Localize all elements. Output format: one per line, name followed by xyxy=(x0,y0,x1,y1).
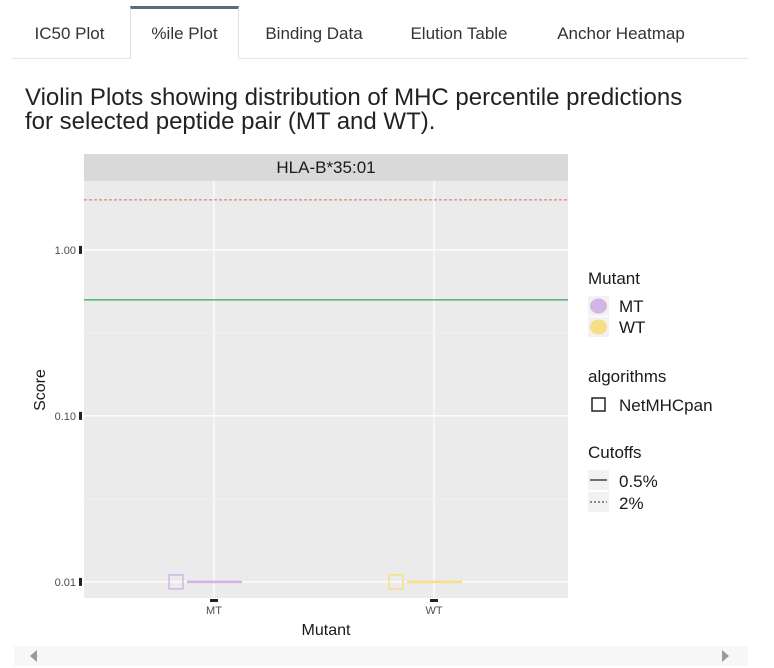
page-title-line-2: for selected peptide pair (MT and WT). xyxy=(25,108,436,135)
x-axis-title: Mutant xyxy=(302,622,351,639)
page-title: Violin Plots showing distribution of MHC… xyxy=(25,86,745,134)
y-tick-mark xyxy=(79,411,82,420)
legend-title-cutoffs: Cutoffs xyxy=(588,443,642,462)
legend-square-icon xyxy=(591,397,606,412)
legend-label-cutoff-2: 2% xyxy=(619,494,644,513)
legend-label-cutoff-0-5: 0.5% xyxy=(619,472,658,491)
horizontal-scrollbar[interactable] xyxy=(14,646,748,666)
tab-anchor-heatmap[interactable]: Anchor Heatmap xyxy=(557,24,685,43)
legend-title-algorithms: algorithms xyxy=(588,367,666,386)
tab-ic50-plot[interactable]: IC50 Plot xyxy=(34,24,105,43)
y-axis-title: Score xyxy=(32,369,49,411)
x-tick-mark xyxy=(430,599,438,602)
legend-swatch-mt xyxy=(590,298,607,314)
x-tick-label: MT xyxy=(206,605,222,617)
legend-swatch-wt xyxy=(590,319,607,335)
y-tick-label: 0.01 xyxy=(55,577,76,589)
plot-panel xyxy=(84,181,568,598)
y-tick-label: 1.00 xyxy=(55,245,76,257)
legend-title-mutant: Mutant xyxy=(588,269,640,288)
y-tick-label: 0.10 xyxy=(55,411,76,423)
tab-bar: IC50 Plot %ile Plot Binding Data Elution… xyxy=(12,6,748,59)
x-tick-mark xyxy=(210,599,218,602)
point-wt xyxy=(388,574,404,590)
y-tick-mark xyxy=(79,245,82,254)
x-tick-label: WT xyxy=(425,605,442,617)
tab-elution-table[interactable]: Elution Table xyxy=(410,24,508,43)
facet-strip-label: HLA-B*35:01 xyxy=(276,158,375,177)
legend-label-wt: WT xyxy=(619,318,645,337)
point-mt xyxy=(168,574,184,590)
scroll-left-arrow-icon[interactable] xyxy=(30,650,37,662)
tab-percentile-plot[interactable]: %ile Plot xyxy=(130,6,239,59)
page-title-line-1: Violin Plots showing distribution of MHC… xyxy=(25,84,683,111)
facet-strip xyxy=(84,154,568,181)
y-tick-mark xyxy=(79,577,82,586)
legend-label-netmhcpan: NetMHCpan xyxy=(619,396,713,415)
scroll-right-arrow-icon[interactable] xyxy=(722,650,729,662)
legend-label-mt: MT xyxy=(619,297,644,316)
tab-binding-data[interactable]: Binding Data xyxy=(265,24,363,43)
